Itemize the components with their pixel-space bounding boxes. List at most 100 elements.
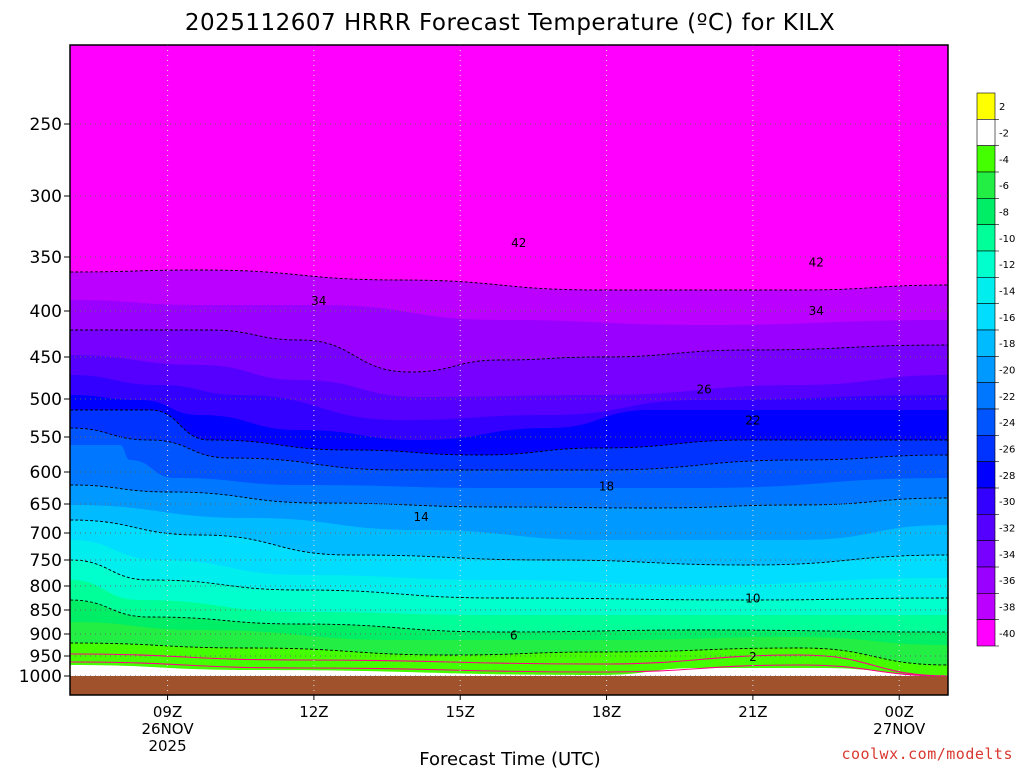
freezing-line xyxy=(70,661,948,677)
y-tick-label: 850 xyxy=(30,601,62,621)
x-tick-label: 21Z xyxy=(738,703,767,721)
contour-line xyxy=(70,427,948,471)
colorbar-swatch xyxy=(976,250,996,278)
contour-line xyxy=(70,642,948,666)
colorbar-label: -20 xyxy=(999,366,1015,377)
y-tick-label: 450 xyxy=(30,348,62,368)
y-tick-label: 750 xyxy=(30,551,62,571)
y-tick-label: 350 xyxy=(30,248,62,268)
colorbar-swatch xyxy=(976,119,996,146)
colorbar-swatch xyxy=(976,487,996,515)
colorbar-swatch xyxy=(976,514,996,541)
y-tick-label: 600 xyxy=(30,463,62,483)
y-tick-label: 950 xyxy=(30,647,62,667)
colorbar-label: -32 xyxy=(999,524,1015,535)
colorbar-label: -40 xyxy=(999,629,1015,640)
colorbar-swatch xyxy=(976,435,996,462)
contour-label: 10 xyxy=(745,592,760,606)
contour-line xyxy=(70,269,948,291)
colorbar-swatch xyxy=(976,540,996,568)
x-tick-label: 18Z xyxy=(592,703,621,721)
y-tick-label: 550 xyxy=(30,428,62,448)
contour-line xyxy=(70,329,948,373)
colorbar-label: -26 xyxy=(999,445,1015,456)
y-tick-label: 700 xyxy=(30,524,62,544)
colorbar-label: -16 xyxy=(999,313,1015,324)
colorbar-label: -18 xyxy=(999,339,1015,350)
x-tick-label: 09Z xyxy=(153,703,182,721)
x-tick-label: 26NOV xyxy=(141,720,194,738)
contour-line xyxy=(70,599,948,633)
colorbar-label: -24 xyxy=(999,418,1015,429)
colorbar-label: -36 xyxy=(999,576,1015,587)
x-axis-label: Forecast Time (UTC) xyxy=(419,749,600,768)
colorbar-label: -38 xyxy=(999,603,1015,614)
colorbar-swatch xyxy=(976,382,996,410)
credit-text: coolwx.com/modelts xyxy=(841,745,1013,763)
colorbar-label: -12 xyxy=(999,260,1015,271)
contour-label: 42 xyxy=(809,256,824,270)
y-tick-label: 1000 xyxy=(19,667,62,687)
freezing-line xyxy=(70,653,948,677)
x-tick-label: 00Z xyxy=(885,703,914,721)
colorbar-label: -8 xyxy=(999,208,1009,219)
y-tick-label: 400 xyxy=(30,302,62,322)
contour-label: 42 xyxy=(511,236,526,250)
colorbar-swatch xyxy=(976,224,996,252)
colorbar-label: -2 xyxy=(999,129,1009,140)
contour-label: 18 xyxy=(599,479,614,493)
colorbar: 2 -2 -4 -6 -8 -10 -12 -14 -16 -18 -20 -22 -24 -26 -28 -… xyxy=(976,92,1015,647)
temperature-contours xyxy=(70,269,948,677)
colorbar-label: -10 xyxy=(999,234,1015,245)
colorbar-swatch xyxy=(976,277,996,304)
colorbar-label: -30 xyxy=(999,497,1015,508)
contour-label: 22 xyxy=(745,414,760,428)
x-tick-label: 15Z xyxy=(446,703,475,721)
colorbar-label: -6 xyxy=(999,181,1009,192)
colorbar-swatch xyxy=(976,329,996,357)
y-tick-label: 300 xyxy=(30,187,62,207)
y-axis: 250 300 350 400 450 500 550 600 650 700 750 800 850 9… xyxy=(19,115,70,687)
colorbar-swatch xyxy=(976,356,996,383)
colorbar-label: -14 xyxy=(999,287,1015,298)
contour-label: 34 xyxy=(809,304,824,318)
contour-label: 14 xyxy=(414,510,429,524)
colorbar-swatch xyxy=(976,198,996,225)
chart-title: 2025112607 HRRR Forecast Temperature (ºC… xyxy=(185,10,835,36)
y-tick-label: 800 xyxy=(30,577,62,597)
colorbar-swatch xyxy=(976,566,996,594)
colorbar-swatch xyxy=(976,145,996,173)
grid-lines xyxy=(70,45,948,695)
colorbar-label: -22 xyxy=(999,392,1015,403)
contour-line xyxy=(70,519,948,566)
contour-label: 26 xyxy=(696,382,711,396)
colorbar-label: -34 xyxy=(999,550,1015,561)
ground-region xyxy=(70,676,948,695)
y-tick-label: 900 xyxy=(30,625,62,645)
plot-frame xyxy=(69,44,949,696)
x-tick-label: 27NOV xyxy=(873,720,926,738)
colorbar-swatch xyxy=(976,408,996,436)
y-tick-label: 500 xyxy=(30,390,62,410)
contour-line xyxy=(70,409,948,456)
colorbar-label: -28 xyxy=(999,471,1015,482)
colorbar-swatch xyxy=(976,171,996,199)
contour-label: 6 xyxy=(510,628,518,642)
colorbar-label: 2 xyxy=(999,102,1005,113)
temperature-bands xyxy=(70,45,948,695)
x-tick-label: 2025 xyxy=(148,737,186,755)
colorbar-swatch xyxy=(976,92,996,120)
y-tick-label: 250 xyxy=(30,115,62,135)
colorbar-swatch xyxy=(976,303,996,331)
contour-labels: 42 42 34 34 26 22 18 14 10 6 2 xyxy=(311,236,824,664)
x-tick-label: 12Z xyxy=(299,703,328,721)
colorbar-swatch xyxy=(976,593,996,620)
colorbar-label: -4 xyxy=(999,155,1009,166)
y-tick-label: 650 xyxy=(30,495,62,515)
contour-label: 2 xyxy=(749,650,757,664)
colorbar-swatch xyxy=(976,461,996,489)
colorbar-swatch xyxy=(976,619,996,647)
contour-label: 34 xyxy=(311,294,326,308)
